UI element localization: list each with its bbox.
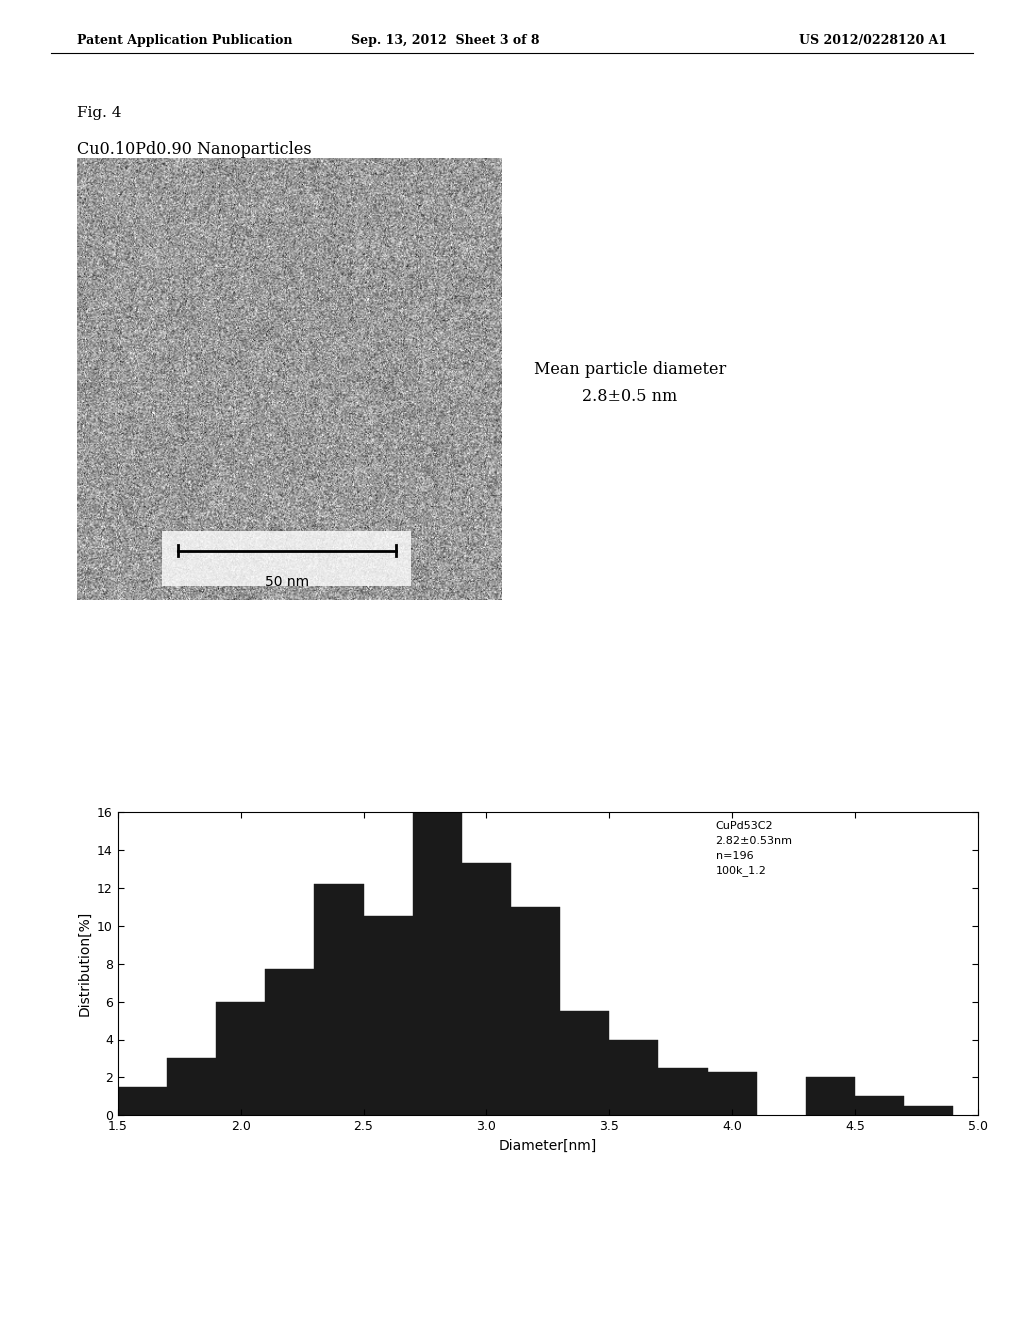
Bar xyxy=(609,1040,658,1115)
Bar xyxy=(462,863,511,1115)
Bar xyxy=(265,969,314,1115)
Text: Fig. 4: Fig. 4 xyxy=(77,106,121,120)
Bar xyxy=(658,1068,708,1115)
Bar xyxy=(855,1097,904,1115)
Bar xyxy=(118,1086,167,1115)
Bar xyxy=(511,907,560,1115)
Text: Cu0.10Pd0.90 Nanoparticles: Cu0.10Pd0.90 Nanoparticles xyxy=(77,141,311,158)
Text: 2.8±0.5 nm: 2.8±0.5 nm xyxy=(582,388,678,404)
Bar xyxy=(708,1072,757,1115)
Y-axis label: Distribution[%]: Distribution[%] xyxy=(78,911,91,1016)
Bar xyxy=(216,1002,265,1115)
Bar xyxy=(167,1059,216,1115)
Text: US 2012/0228120 A1: US 2012/0228120 A1 xyxy=(799,34,947,48)
Text: CuPd53C2
2.82±0.53nm
n=196
100k_1.2: CuPd53C2 2.82±0.53nm n=196 100k_1.2 xyxy=(716,821,793,876)
Text: Sep. 13, 2012  Sheet 3 of 8: Sep. 13, 2012 Sheet 3 of 8 xyxy=(351,34,540,48)
Bar xyxy=(162,531,412,586)
Text: Mean particle diameter: Mean particle diameter xyxy=(534,362,726,378)
Text: 50 nm: 50 nm xyxy=(264,576,308,589)
Bar xyxy=(904,1106,953,1115)
Bar xyxy=(364,916,413,1115)
Bar xyxy=(560,1011,609,1115)
Bar xyxy=(314,884,364,1115)
Bar xyxy=(413,812,462,1115)
X-axis label: Diameter[nm]: Diameter[nm] xyxy=(499,1139,597,1152)
Text: Patent Application Publication: Patent Application Publication xyxy=(77,34,292,48)
Bar xyxy=(806,1077,855,1115)
